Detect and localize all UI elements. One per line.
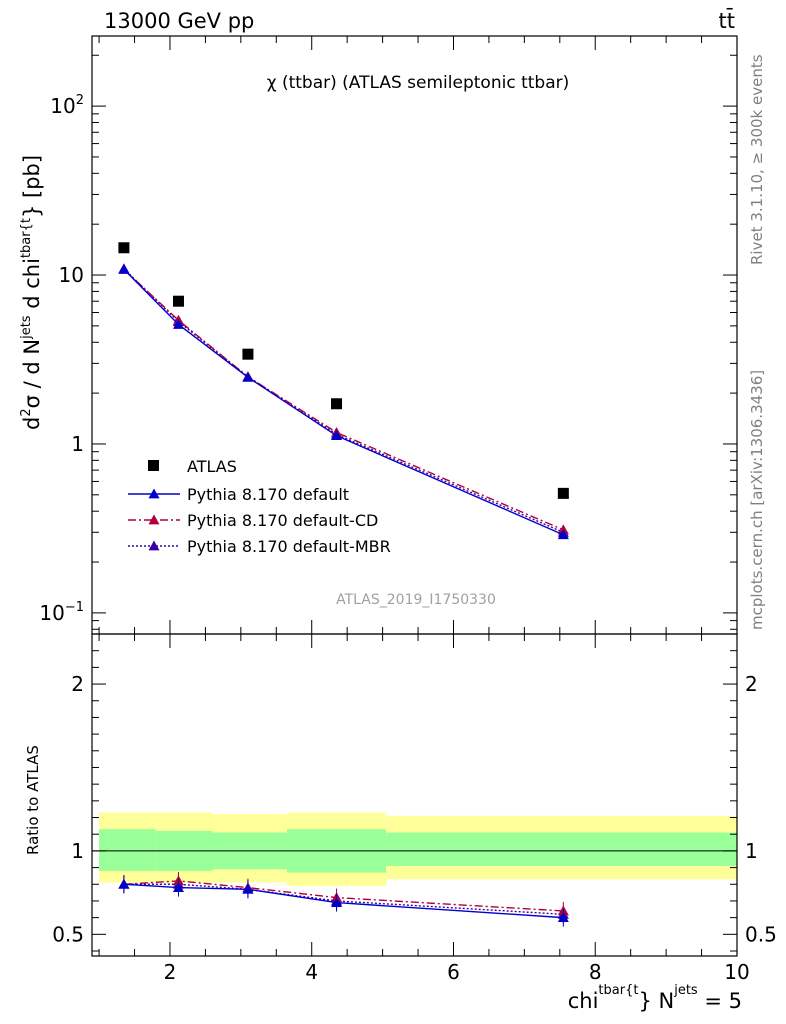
ratio-y-tick-label: 0.5 [52,922,84,946]
legend-series-label: Pythia 8.170 default-CD [187,511,378,530]
legend-data-marker [148,460,159,471]
x-tick-label: 8 [589,960,602,984]
axis-ticks [92,36,738,956]
legend-series-label: Pythia 8.170 default-MBR [187,537,391,556]
data-point [118,242,130,254]
ratio-band-inner [386,832,737,866]
main-y-tick-label: 10 [59,263,84,287]
legend-series-marker [148,540,160,551]
series-marker [331,430,343,441]
series-marker [118,263,130,274]
rivet-label: Rivet 3.1.10, ≥ 300k events [748,54,766,265]
series-marker [172,318,184,329]
axis-tick-labels: 102 10 1 10−1 0.5 0.5 1 1 2 2 2 4 6 8 10 [39,93,776,984]
ratio-frame [91,633,738,957]
ratio-bands [99,812,737,886]
y-axis-label: d2σ / d Njets d chitbar{t} [pb] [19,155,44,430]
ratio-y-tick-label-right: 1 [745,839,758,863]
series-ratio-line [123,883,564,915]
ratio-y-tick-label-right: 2 [745,672,758,696]
main-y-tick-label: 102 [50,93,84,118]
x-tick-label: 10 [724,960,749,984]
legend: ATLAS Pythia 8.170 default Pythia 8.170 de… [128,457,391,556]
ratio-band-inner [99,829,156,871]
series-layer [118,263,569,927]
ratio-y-tick-label: 2 [71,672,84,696]
ratio-y-tick-label-right: 0.5 [745,922,777,946]
legend-series-marker [148,514,160,525]
legend-series-label: Pythia 8.170 default [187,485,349,504]
x-tick-label: 4 [305,960,318,984]
data-point [557,487,569,499]
header-left: 13000 GeV pp [104,9,254,33]
legend-data-label: ATLAS [187,457,237,476]
data-point [242,348,254,360]
chart-title: χ (ttbar) (ATLAS semileptonic ttbar) [267,73,569,93]
ratio-y-axis-label: Ratio to ATLAS [24,745,42,855]
series-marker [557,529,569,540]
data-points [118,242,569,499]
data-point [172,295,184,307]
header-right: tt̄ [719,8,735,33]
mcplots-label: mcplots.cern.ch [arXiv:1306.3436] [748,370,766,630]
main-y-tick-label: 1 [71,432,84,456]
legend-series-marker [148,488,160,499]
x-tick-label: 6 [447,960,460,984]
x-tick-label: 2 [164,960,177,984]
x-axis-label: chitbar{t} Njets = 5 [568,983,742,1013]
ratio-y-tick-label: 1 [71,839,84,863]
data-point [331,398,343,410]
main-y-tick-label: 10−1 [39,600,84,625]
series-marker [242,371,254,382]
analysis-id: ATLAS_2019_I1750330 [336,592,496,608]
